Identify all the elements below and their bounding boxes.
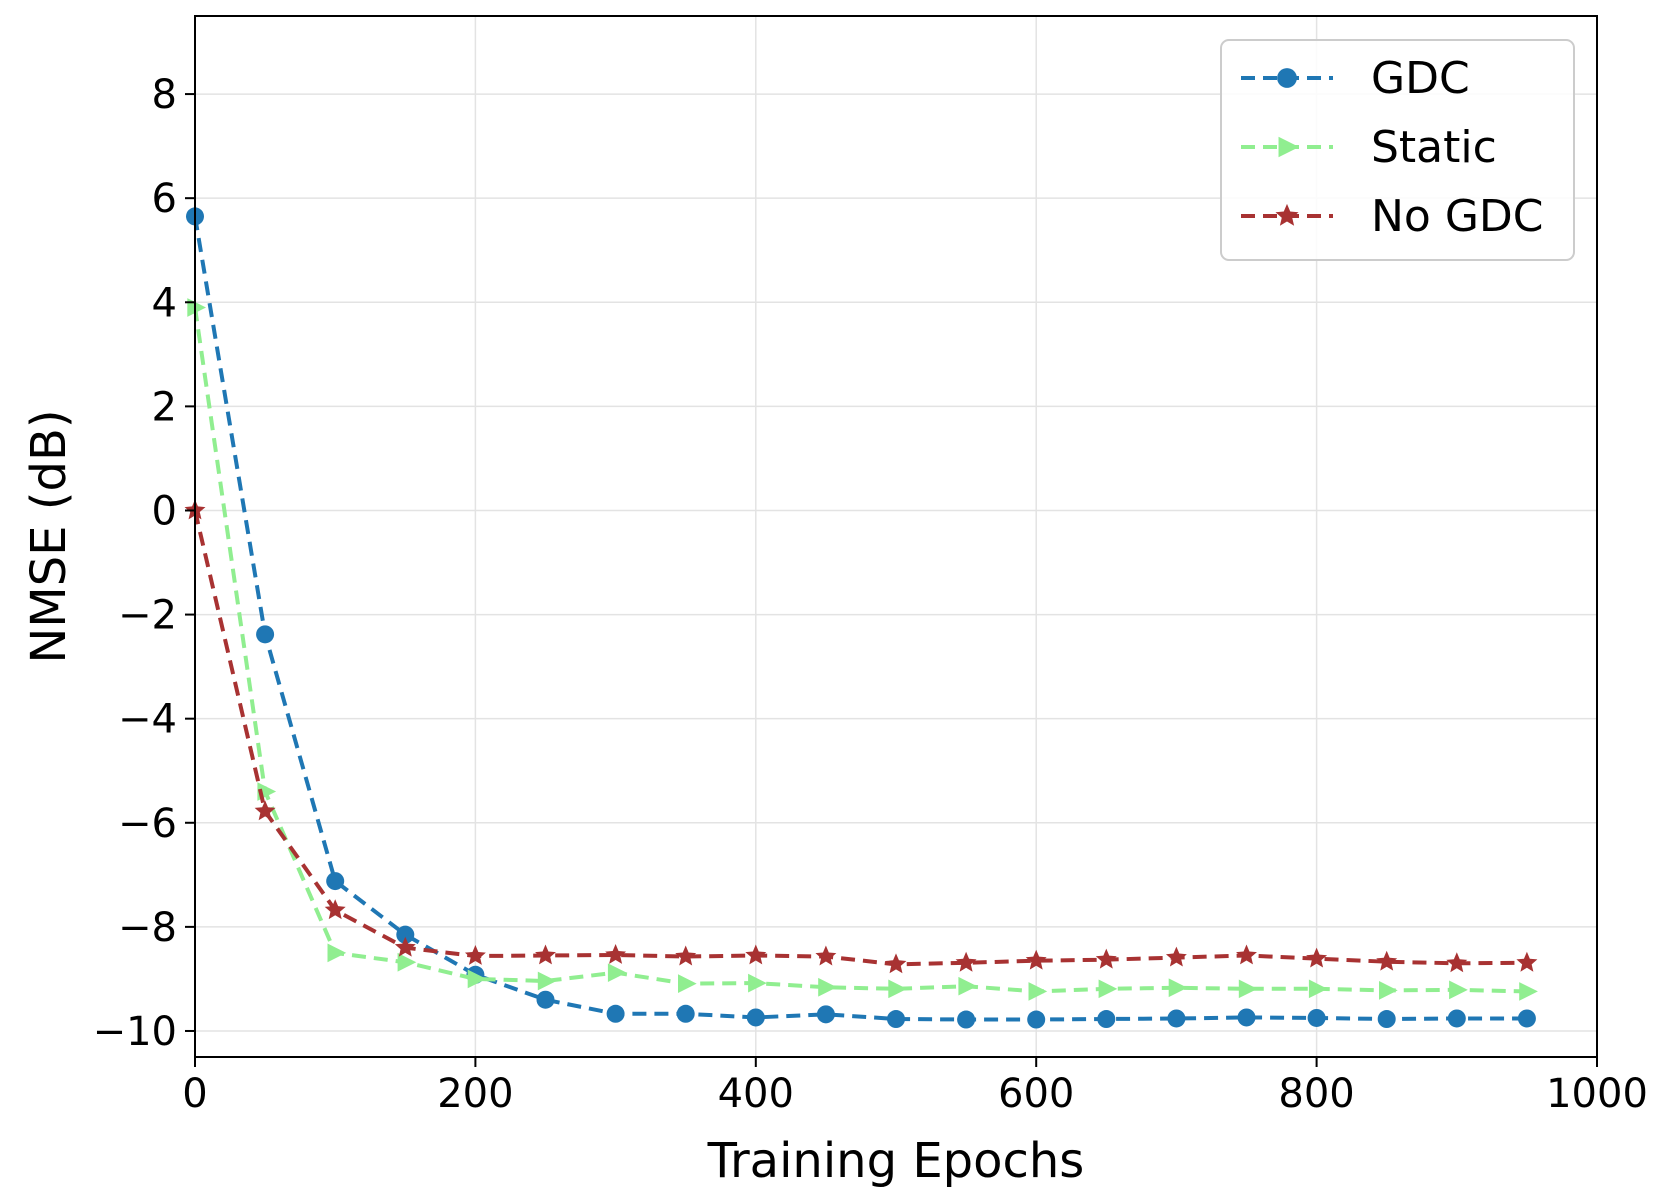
x-tick-label: 600 (998, 1071, 1074, 1117)
data-point (675, 945, 697, 966)
plot-frame (194, 15, 1598, 1058)
data-point (1236, 944, 1257, 965)
legend-item: Static (1241, 122, 1497, 173)
series-line (193, 510, 1527, 967)
x-tick-label: 0 (182, 1071, 207, 1117)
y-tick-label: 6 (152, 176, 177, 222)
data-point (397, 952, 417, 972)
data-point (1167, 1009, 1186, 1028)
legend-label: Static (1371, 122, 1497, 173)
data-point (1097, 1010, 1116, 1029)
data-point (537, 971, 557, 991)
data-point (1098, 979, 1118, 999)
data-point (605, 943, 627, 964)
data-point (1028, 982, 1048, 1001)
legend: GDC Static No GDC (1220, 39, 1575, 261)
data-point (1446, 952, 1468, 973)
data-point (606, 1004, 625, 1023)
data-point (1517, 1009, 1536, 1028)
data-point (815, 945, 837, 966)
data-point (1447, 1009, 1466, 1028)
series-static (187, 298, 1538, 1001)
series-gdc (186, 207, 1536, 1029)
legend-marker (1277, 68, 1297, 88)
grid-lines (194, 16, 1598, 1057)
data-point (1376, 950, 1398, 971)
data-point (1516, 951, 1538, 972)
series-line (193, 216, 1527, 1022)
data-point (1307, 1008, 1326, 1027)
data-point (1238, 979, 1258, 999)
series-line (193, 307, 1527, 994)
data-point (958, 976, 978, 996)
data-point (1237, 1008, 1256, 1027)
data-point (957, 1010, 976, 1029)
data-point (887, 1010, 905, 1029)
y-tick-label: 2 (152, 384, 177, 430)
legend-marker (1278, 136, 1300, 158)
data-point (1449, 980, 1468, 1000)
data-point (1308, 979, 1328, 999)
legend-label: No GDC (1371, 191, 1544, 242)
data-point (467, 969, 487, 989)
data-point (1306, 947, 1328, 968)
x-tick-label: 800 (1278, 1071, 1354, 1117)
y-tick-label: 0 (152, 488, 177, 534)
data-point (1168, 978, 1188, 998)
x-axis-title: Training Epochs (707, 1133, 1085, 1189)
data-point (254, 800, 276, 821)
y-tick-label: 8 (152, 72, 177, 118)
data-point (1165, 946, 1187, 967)
data-point (955, 951, 977, 972)
legend-marker (1275, 203, 1299, 226)
data-point (536, 990, 555, 1009)
y-axis-title: NMSE (dB) (21, 409, 77, 663)
x-tick-label: 200 (437, 1071, 513, 1117)
x-tick-label: 400 (718, 1071, 794, 1117)
legend-item: GDC (1241, 53, 1470, 104)
data-point (326, 872, 345, 891)
data-point (1095, 948, 1117, 969)
data-point (678, 974, 697, 993)
y-tick-label: 4 (152, 280, 177, 326)
data-point (1519, 982, 1538, 1001)
data-point (396, 925, 415, 944)
data-point (1377, 1010, 1396, 1029)
data-point (676, 1004, 695, 1023)
data-point (748, 973, 767, 993)
legend-box (1220, 39, 1575, 261)
data-point (327, 943, 347, 963)
y-tick-label: −6 (118, 801, 177, 847)
data-point (1027, 1010, 1046, 1029)
data-point (885, 953, 907, 974)
data-point (888, 979, 907, 999)
axes: 0 200 400 600 800 1000 −10 −8 −6 −4 −2 0 2 4 6 8 (93, 72, 1648, 1117)
legend-label: GDC (1371, 53, 1470, 104)
y-tick-label: −8 (118, 905, 177, 951)
data-point (324, 899, 346, 920)
y-tick-label: −2 (118, 593, 177, 639)
x-tick-label: 1000 (1546, 1071, 1648, 1117)
legend-item: No GDC (1241, 191, 1544, 242)
data-point (256, 625, 275, 644)
data-point (1379, 981, 1398, 1000)
data-point (746, 1008, 765, 1027)
data-point (535, 944, 556, 965)
data-point (818, 977, 837, 997)
data-point (607, 963, 627, 983)
data-point (745, 944, 767, 965)
data-point (464, 945, 486, 965)
data-point (1025, 949, 1047, 970)
data-point (394, 936, 416, 957)
y-tick-label: −4 (118, 697, 177, 743)
data-point (816, 1005, 835, 1024)
y-tick-label: −10 (93, 1009, 177, 1055)
